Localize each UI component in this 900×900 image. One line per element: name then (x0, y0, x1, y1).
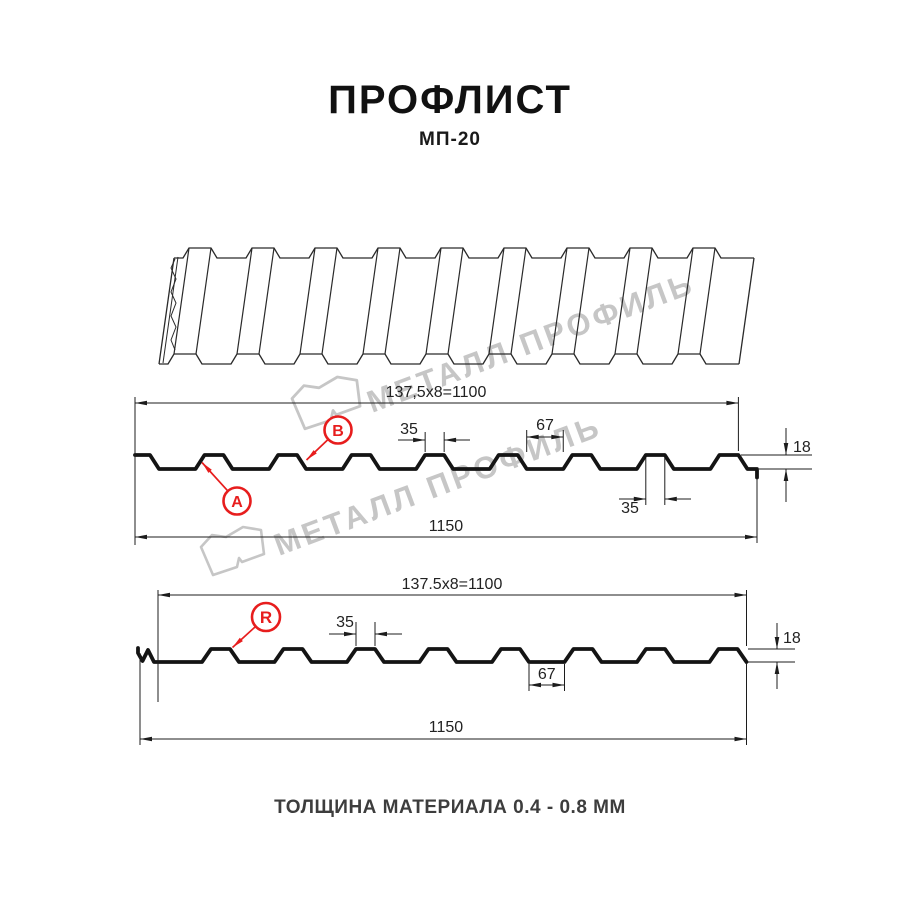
arrowhead (774, 637, 780, 649)
arrowhead (135, 400, 147, 406)
arrowhead (633, 496, 646, 502)
arrowhead (745, 534, 757, 540)
arrowhead (140, 736, 152, 742)
top-dimension-label: 137,5x8=1100 (386, 384, 487, 401)
height-label: 18 (783, 630, 801, 647)
arrowhead (726, 400, 739, 406)
overall-width-label: 1150 (429, 719, 464, 736)
arrowhead (783, 443, 789, 455)
arrowhead (774, 662, 780, 674)
arrowhead (734, 592, 747, 598)
arrowhead (344, 631, 356, 637)
arrowhead (529, 682, 541, 688)
crest-width-label: 35 (400, 421, 418, 438)
rib-edge (299, 247, 316, 355)
arrowhead (158, 592, 170, 598)
rib-edge (236, 247, 253, 355)
profile-outline (136, 646, 749, 664)
rib-edge (551, 247, 568, 355)
callout-letter: A (231, 494, 243, 511)
arrowhead (526, 434, 539, 440)
metall-profil-logo-icon (290, 375, 362, 431)
sheet-3d-view (158, 247, 755, 365)
rib-edge (488, 247, 505, 355)
callout-letter: B (332, 423, 344, 440)
height-label: 18 (793, 439, 811, 456)
arrowhead (444, 437, 457, 443)
rib-edge (677, 247, 694, 355)
arrowhead (734, 736, 747, 742)
valley-width-label: 67 (536, 417, 554, 434)
top-dimension-label: 137.5x8=1100 (402, 576, 503, 593)
crest-width-label: 35 (336, 614, 354, 631)
sheet-right-edge (738, 257, 755, 365)
sheet-left-edge-zigzag (170, 258, 177, 351)
sheet-left-edge (158, 257, 175, 365)
logo-outline (199, 525, 266, 577)
callout-arrowhead (202, 462, 212, 473)
rib-edge (614, 247, 631, 355)
rib-edge (362, 247, 379, 355)
arrowhead (551, 434, 564, 440)
rib-edge (195, 247, 212, 355)
callout-circle (323, 415, 353, 445)
arrowhead (783, 469, 789, 481)
overall-width-label: 1150 (429, 518, 464, 535)
valley-width-label: 67 (538, 666, 556, 683)
rib-edge (573, 247, 590, 355)
watermark-text: МЕТАЛЛ ПРОФИЛЬ (269, 408, 606, 562)
arrowhead (375, 631, 387, 637)
rib-edge (258, 247, 275, 355)
cross-section-a-b: 137,5x8=1100 35 67 35 18 1150 A B (133, 384, 812, 545)
arrowhead (664, 496, 677, 502)
callout-circle (250, 601, 282, 633)
callout-letter: R (260, 608, 272, 627)
sheet-left-edge-band (162, 256, 179, 364)
rib-edge (510, 247, 527, 355)
rib-edge (321, 247, 338, 355)
callout-circle (222, 486, 252, 516)
page-title: ПРОФЛИСТ (328, 78, 572, 122)
rib-edge (636, 247, 653, 355)
rib-edge (384, 247, 401, 355)
callout-arrowhead (232, 637, 243, 648)
rib-edge (173, 247, 190, 355)
arrowhead (552, 682, 565, 688)
thickness-note: ТОЛЩИНА МАТЕРИАЛА 0.4 - 0.8 ММ (274, 797, 626, 818)
rib-edge (699, 247, 716, 355)
callout-arrowhead (306, 450, 317, 460)
product-model: МП-20 (419, 129, 481, 150)
crest-width-label: 35 (621, 500, 639, 517)
logo-outline (290, 375, 362, 431)
metall-profil-logo-icon (199, 525, 266, 577)
arrowhead (413, 437, 426, 443)
cross-section-r: 137.5x8=1100 35 67 18 1150 R (136, 576, 801, 745)
rib-edge (447, 247, 464, 355)
arrowhead (135, 534, 147, 540)
sheet-far-edge (174, 247, 754, 259)
sheet-near-edge (159, 353, 739, 365)
rib-edge (425, 247, 442, 355)
profile-outline (133, 453, 759, 480)
